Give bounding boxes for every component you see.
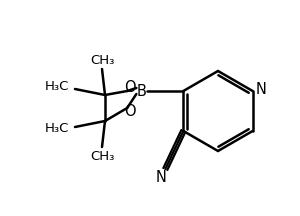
Text: H₃C: H₃C	[45, 81, 69, 94]
Text: CH₃: CH₃	[90, 54, 114, 67]
Text: CH₃: CH₃	[90, 149, 114, 162]
Text: O: O	[124, 105, 136, 119]
Text: H₃C: H₃C	[45, 122, 69, 135]
Text: B: B	[136, 84, 146, 98]
Text: O: O	[124, 79, 136, 95]
Text: N: N	[156, 170, 167, 186]
Text: N: N	[255, 81, 266, 97]
